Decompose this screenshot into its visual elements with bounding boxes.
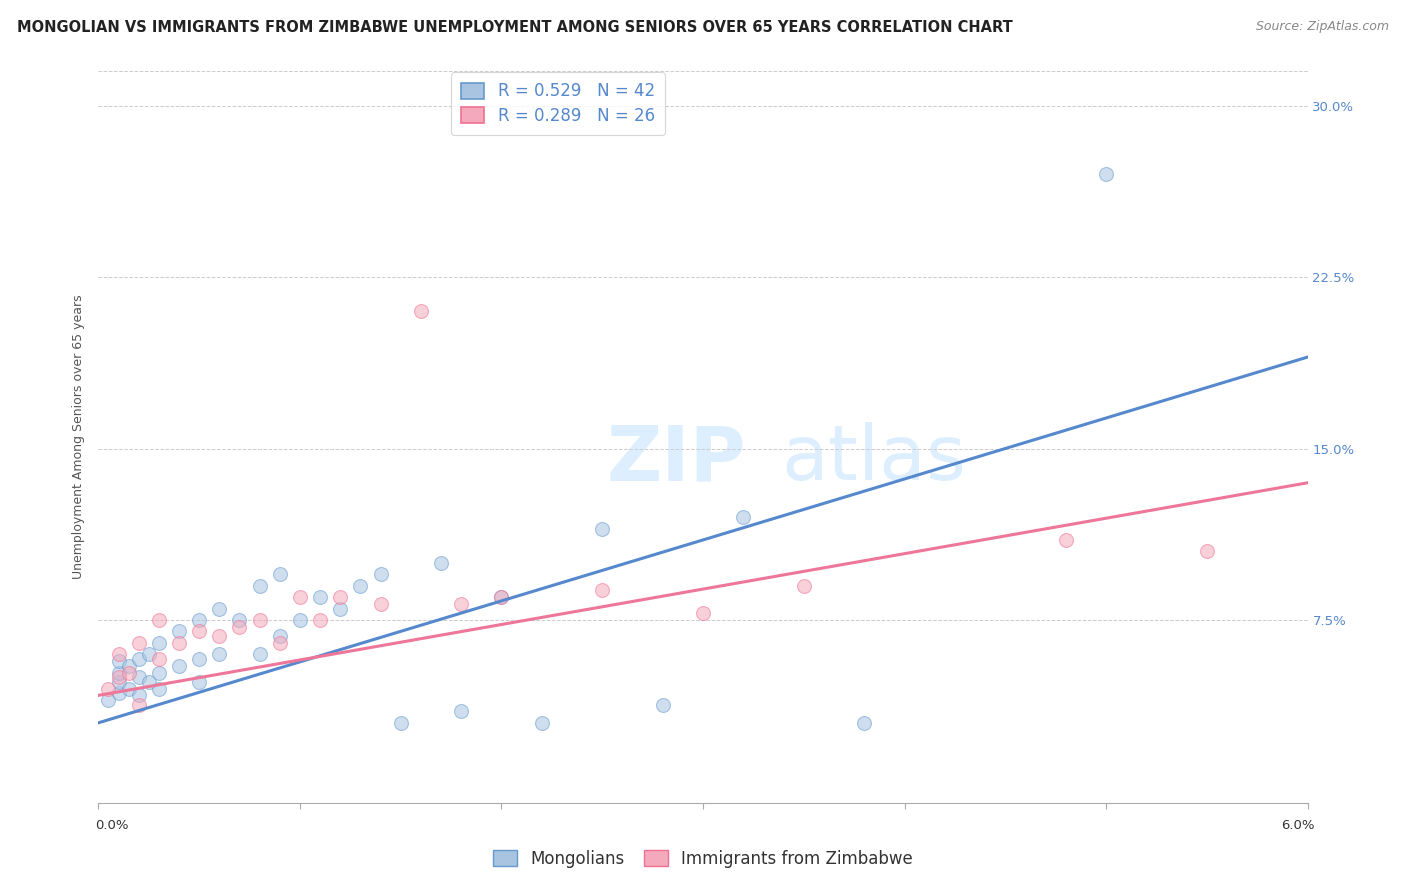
Point	[370, 567, 392, 582]
Point	[491, 590, 513, 604]
Point	[148, 613, 170, 627]
Point	[138, 647, 160, 661]
Point	[107, 654, 129, 668]
Point	[370, 597, 392, 611]
Point	[249, 647, 271, 661]
Point	[530, 715, 553, 730]
Point	[97, 681, 120, 696]
Legend: R = 0.529   N = 42, R = 0.289   N = 26: R = 0.529 N = 42, R = 0.289 N = 26	[451, 72, 665, 135]
Point	[1054, 533, 1077, 547]
Point	[208, 601, 231, 615]
Point	[228, 613, 250, 627]
Point	[430, 556, 453, 570]
Point	[107, 686, 129, 700]
Point	[349, 579, 371, 593]
Point	[148, 652, 170, 666]
Y-axis label: Unemployment Among Seniors over 65 years: Unemployment Among Seniors over 65 years	[72, 294, 86, 580]
Point	[591, 521, 613, 535]
Point	[1095, 167, 1118, 181]
Point	[148, 665, 170, 680]
Point	[269, 567, 291, 582]
Point	[188, 674, 211, 689]
Point	[389, 715, 412, 730]
Point	[288, 590, 311, 604]
Legend: Mongolians, Immigrants from Zimbabwe: Mongolians, Immigrants from Zimbabwe	[486, 844, 920, 875]
Point	[288, 613, 311, 627]
Point	[128, 689, 150, 703]
Point	[692, 606, 714, 620]
Point	[309, 613, 332, 627]
Point	[188, 624, 211, 639]
Point	[208, 629, 231, 643]
Point	[651, 698, 673, 712]
Point	[118, 658, 141, 673]
Point	[107, 647, 129, 661]
Text: ZIP: ZIP	[606, 422, 745, 496]
Point	[148, 681, 170, 696]
Point	[329, 601, 352, 615]
Point	[249, 579, 271, 593]
Point	[188, 652, 211, 666]
Point	[188, 613, 211, 627]
Point	[128, 652, 150, 666]
Point	[1195, 544, 1218, 558]
Point	[853, 715, 876, 730]
Point	[329, 590, 352, 604]
Point	[450, 705, 472, 719]
Text: atlas: atlas	[782, 422, 966, 496]
Text: MONGOLIAN VS IMMIGRANTS FROM ZIMBABWE UNEMPLOYMENT AMONG SENIORS OVER 65 YEARS C: MONGOLIAN VS IMMIGRANTS FROM ZIMBABWE UN…	[17, 20, 1012, 35]
Point	[128, 670, 150, 684]
Point	[167, 624, 190, 639]
Point	[107, 674, 129, 689]
Point	[97, 693, 120, 707]
Point	[138, 674, 160, 689]
Point	[793, 579, 815, 593]
Point	[167, 658, 190, 673]
Point	[491, 590, 513, 604]
Text: 0.0%: 0.0%	[96, 819, 129, 831]
Point	[591, 583, 613, 598]
Point	[450, 597, 472, 611]
Point	[107, 665, 129, 680]
Point	[733, 510, 755, 524]
Point	[148, 636, 170, 650]
Point	[118, 681, 141, 696]
Text: Source: ZipAtlas.com: Source: ZipAtlas.com	[1256, 20, 1389, 33]
Point	[128, 636, 150, 650]
Point	[107, 670, 129, 684]
Point	[249, 613, 271, 627]
Text: 6.0%: 6.0%	[1281, 819, 1315, 831]
Point	[409, 304, 432, 318]
Point	[208, 647, 231, 661]
Point	[118, 665, 141, 680]
Point	[228, 620, 250, 634]
Point	[269, 629, 291, 643]
Point	[167, 636, 190, 650]
Point	[269, 636, 291, 650]
Point	[309, 590, 332, 604]
Point	[128, 698, 150, 712]
